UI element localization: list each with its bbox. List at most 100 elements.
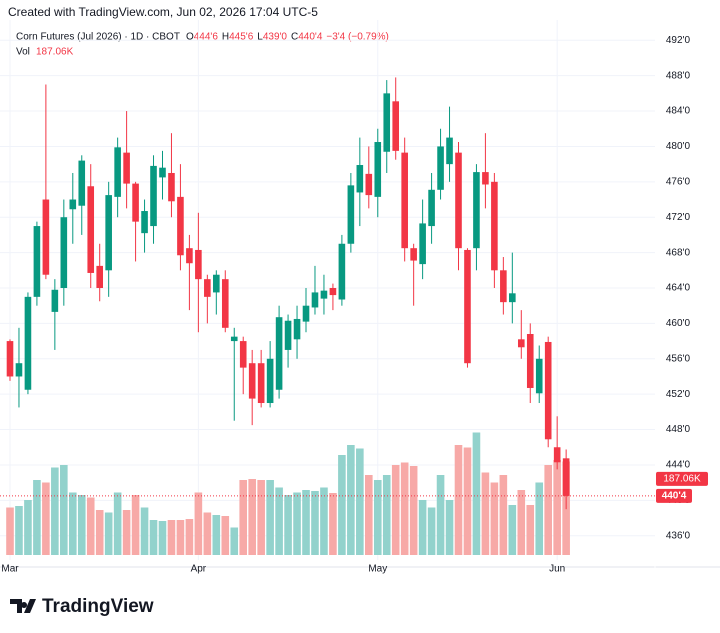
volume-bar bbox=[356, 448, 364, 555]
volume-bar bbox=[320, 487, 328, 555]
volume-bar bbox=[6, 507, 14, 555]
volume-bar bbox=[203, 512, 212, 555]
candle-body bbox=[374, 142, 382, 197]
volume-bar bbox=[418, 500, 427, 555]
volume-bar bbox=[113, 492, 122, 555]
volume-bar bbox=[266, 480, 274, 555]
volume-bar bbox=[535, 482, 544, 555]
candle-body bbox=[437, 146, 444, 190]
volume-bar bbox=[427, 507, 436, 555]
candle-body bbox=[365, 173, 373, 196]
candle-body bbox=[150, 165, 157, 227]
ohlc-key: O bbox=[186, 32, 194, 43]
ohlc-key: H bbox=[222, 32, 229, 43]
volume-bar bbox=[365, 475, 373, 555]
candle-body bbox=[410, 248, 417, 261]
volume-bar bbox=[454, 445, 463, 555]
candle-body bbox=[491, 181, 498, 271]
candle-body bbox=[544, 341, 552, 440]
candle-body bbox=[213, 274, 220, 293]
volume-bar bbox=[24, 500, 32, 555]
volume-bar bbox=[212, 515, 221, 555]
volume-bar bbox=[508, 505, 517, 555]
ohlc-value: 444'6 bbox=[194, 32, 219, 43]
ohlc-value: 440'4 bbox=[298, 32, 323, 43]
candle-body bbox=[266, 358, 274, 404]
candle-body bbox=[392, 101, 400, 151]
y-tick-label: 444'0 bbox=[666, 460, 691, 471]
volume-bar bbox=[185, 519, 194, 555]
volume-bar bbox=[338, 455, 346, 555]
candle-body bbox=[284, 320, 292, 350]
candle-body bbox=[195, 249, 202, 280]
candle-body bbox=[168, 172, 175, 202]
ohlc-value: 445'6 bbox=[229, 32, 254, 43]
volume-bar bbox=[104, 512, 113, 555]
candle-body bbox=[6, 341, 14, 377]
y-tick-label: 436'0 bbox=[666, 530, 691, 541]
volume-bar bbox=[400, 462, 409, 555]
candle-body bbox=[293, 318, 301, 340]
volume-bar bbox=[140, 507, 149, 555]
volume-bar bbox=[275, 487, 283, 555]
volume-bar bbox=[293, 492, 301, 555]
candle-body bbox=[24, 296, 32, 390]
candle-body bbox=[347, 185, 355, 244]
candle-body bbox=[60, 217, 68, 288]
volume-bar bbox=[472, 432, 481, 555]
created-note: Created with TradingView.com, Jun 02, 20… bbox=[8, 5, 318, 19]
volume-tag-label: 187.06K bbox=[663, 474, 701, 485]
candle-body bbox=[428, 189, 435, 227]
candle-body bbox=[311, 292, 319, 308]
candle-body bbox=[275, 317, 283, 390]
brand-name: TradingView bbox=[42, 596, 154, 617]
symbol: Corn Futures (Jul 2026) · 1D · CBOT bbox=[16, 32, 180, 43]
candle-body bbox=[302, 305, 310, 322]
volume-bar bbox=[167, 520, 176, 555]
volume-bar bbox=[60, 465, 68, 555]
volume-bar bbox=[131, 495, 140, 555]
candle-body bbox=[33, 226, 41, 297]
candle-body bbox=[159, 167, 166, 178]
volume-bar bbox=[490, 482, 499, 555]
ohlc-key: C bbox=[291, 32, 298, 43]
volume-bar bbox=[347, 445, 355, 555]
candle-body bbox=[132, 183, 139, 222]
candle-body bbox=[329, 288, 337, 296]
volume-bar bbox=[284, 495, 292, 555]
volume-bar bbox=[382, 475, 391, 555]
volume-bar bbox=[95, 510, 104, 555]
candle-body bbox=[248, 363, 256, 399]
candle-body bbox=[464, 249, 471, 364]
ohlc-value: 439'0 bbox=[263, 32, 288, 43]
candle-body bbox=[204, 279, 211, 297]
candle-body bbox=[78, 160, 86, 206]
legend: Corn Futures (Jul 2026) · 1D · CBOT Vol … bbox=[16, 32, 389, 58]
volume-bar bbox=[517, 490, 526, 555]
brand: TradingView bbox=[10, 596, 154, 617]
candle-body bbox=[383, 93, 391, 152]
volume-bar bbox=[221, 516, 230, 555]
volume-bar bbox=[42, 482, 50, 555]
volume-bar bbox=[373, 480, 382, 555]
volume-bar bbox=[33, 480, 41, 555]
candle-body bbox=[517, 339, 525, 348]
y-tick-label: 472'0 bbox=[666, 212, 691, 223]
volume-bar bbox=[311, 491, 319, 555]
volume-bar bbox=[409, 466, 418, 555]
candle-body bbox=[42, 199, 50, 275]
candle-body bbox=[177, 196, 184, 256]
candle-body bbox=[230, 336, 238, 342]
volume-bar bbox=[122, 510, 131, 555]
volume-bar bbox=[51, 467, 59, 555]
x-tick-label: Mar bbox=[1, 564, 19, 575]
y-tick-label: 448'0 bbox=[666, 424, 691, 435]
candle-body bbox=[87, 186, 95, 273]
volume-bar bbox=[239, 480, 248, 555]
candle-body bbox=[15, 363, 23, 377]
candle-body bbox=[69, 199, 77, 210]
volume-bar bbox=[176, 520, 185, 555]
candle-body bbox=[257, 363, 265, 404]
candle-body bbox=[123, 152, 130, 184]
volume-bar bbox=[194, 492, 203, 555]
